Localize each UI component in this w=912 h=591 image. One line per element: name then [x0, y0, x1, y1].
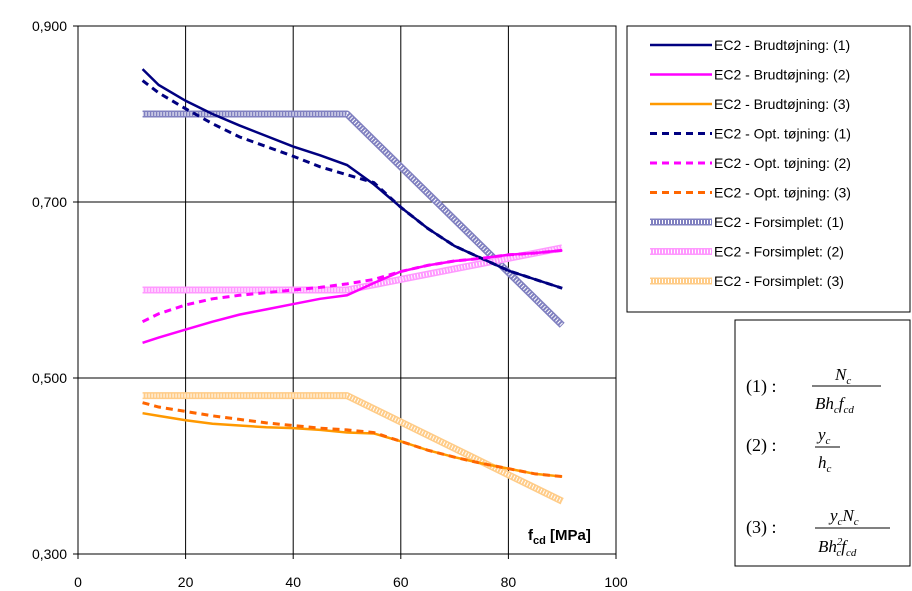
x-axis-label-bg — [522, 514, 614, 552]
series-line-ec2-brudt-jning-2 — [142, 249, 563, 344]
legend-entry-ec2-brudt-jning-2: EC2 - Brudtøjning: (2) — [650, 67, 850, 83]
x-tick-label: 40 — [285, 574, 301, 590]
legend-entry-ec2-opt-t-jning-3: EC2 - Opt. tøjning: (3) — [650, 185, 851, 201]
legend-label: EC2 - Brudtøjning: (2) — [714, 67, 850, 83]
series-line-ec2-forsimplet-3-hatch — [142, 393, 564, 503]
formula-label-1: (1) : — [746, 376, 777, 397]
legend-entry-ec2-forsimplet-3: EC2 - Forsimplet: (3) — [650, 273, 844, 289]
legend-label: EC2 - Brudtøjning: (1) — [714, 37, 850, 53]
formula-den-1: Bhcfcd — [815, 394, 854, 416]
legend-label: EC2 - Opt. tøjning: (1) — [714, 126, 851, 142]
y-tick-label: 0,700 — [32, 194, 67, 210]
series-line-ec2-forsimplet-1-hatch — [142, 112, 564, 327]
legend-label: EC2 - Opt. tøjning: (2) — [714, 155, 851, 171]
formula-num-3: ycNc — [828, 506, 859, 528]
formula-box — [734, 319, 911, 567]
y-tick-label: 0,300 — [32, 546, 67, 562]
formula-group: (1) : Nc Bhcfcd (2) : yc hc (3) : ycNc B… — [746, 365, 890, 559]
series-line-ec2-forsimplet-2-hatch — [142, 245, 563, 292]
formula-den-2: hc — [818, 453, 832, 475]
y-axis-ticks: 0,300 0,500 0,700 0,900 — [32, 18, 78, 562]
series-line-ec2-opt-t-jning-2 — [141, 248, 563, 324]
legend-entry-ec2-opt-t-jning-1: EC2 - Opt. tøjning: (1) — [650, 126, 851, 142]
x-tick-label: 80 — [501, 574, 517, 590]
y-tick-label: 0,500 — [32, 370, 67, 386]
x-tick-label: 20 — [178, 574, 194, 590]
series-line-ec2-opt-t-jning-1 — [141, 79, 563, 290]
formula-num-2: yc — [816, 425, 831, 447]
legend-label: EC2 - Opt. tøjning: (3) — [714, 185, 851, 201]
legend-label: EC2 - Forsimplet: (2) — [714, 244, 844, 260]
legend-entry-ec2-brudt-jning-3: EC2 - Brudtøjning: (3) — [650, 96, 850, 112]
x-axis-label: fcd [MPa] — [528, 527, 591, 547]
series-line-ec2-opt-t-jning-3 — [142, 401, 563, 479]
x-axis-ticks: 0 20 40 60 80 100 — [74, 554, 628, 590]
formula-den-3: Bh2 cfcd — [818, 536, 857, 559]
legend-label: EC2 - Brudtøjning: (3) — [714, 96, 850, 112]
x-tick-label: 100 — [604, 574, 628, 590]
series-layer — [141, 68, 565, 505]
formula-label-3: (3) : — [746, 517, 777, 538]
x-tick-label: 60 — [393, 574, 409, 590]
y-tick-label: 0,900 — [32, 18, 67, 34]
formula-label-2: (2) : — [746, 435, 777, 456]
legend-entry-ec2-forsimplet-1: EC2 - Forsimplet: (1) — [650, 214, 844, 230]
x-tick-label: 0 — [74, 574, 82, 590]
formula-num-1: Nc — [834, 365, 851, 387]
legend-entry-ec2-opt-t-jning-2: EC2 - Opt. tøjning: (2) — [650, 155, 851, 171]
legend-entry-ec2-forsimplet-2: EC2 - Forsimplet: (2) — [650, 244, 844, 260]
legend-label: EC2 - Forsimplet: (3) — [714, 273, 844, 289]
legend-label: EC2 - Forsimplet: (1) — [714, 214, 844, 230]
legend-entry-ec2-brudt-jning-1: EC2 - Brudtøjning: (1) — [650, 37, 850, 53]
legend-items: EC2 - Brudtøjning: (1) EC2 - Brudtøjning:… — [650, 37, 851, 289]
